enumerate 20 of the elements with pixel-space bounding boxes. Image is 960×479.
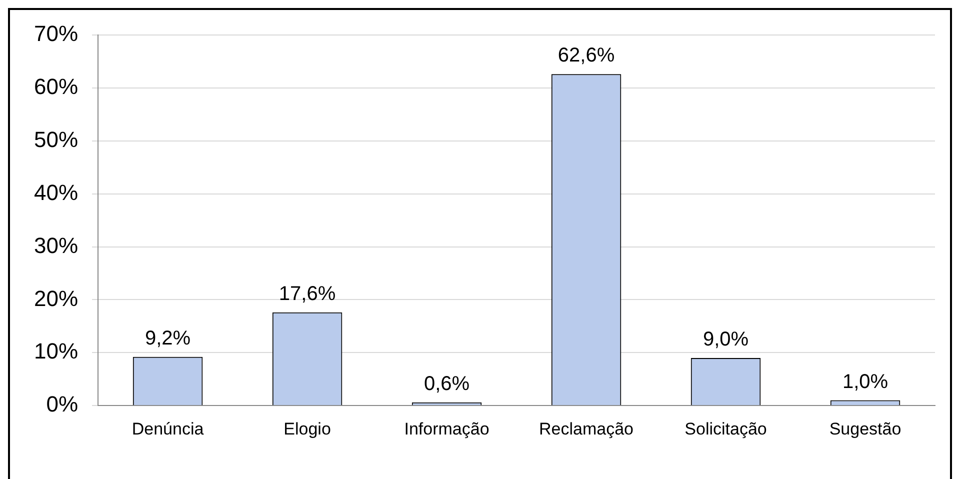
x-tick-label: Denúncia bbox=[132, 419, 204, 438]
y-tick-label: 20% bbox=[34, 286, 78, 311]
y-tick-label: 10% bbox=[34, 338, 78, 364]
x-tick-label: Sugestão bbox=[829, 419, 902, 438]
x-tick-label: Elogio bbox=[284, 419, 331, 438]
data-label: 9,0% bbox=[702, 328, 749, 350]
x-tick-label: Solicitação bbox=[684, 419, 767, 438]
x-tick-label: Reclamação bbox=[539, 419, 634, 438]
y-tick-label: 30% bbox=[34, 232, 78, 258]
y-tick-label: 70% bbox=[34, 21, 78, 46]
y-tick-label: 0% bbox=[46, 392, 78, 417]
data-label: 17,6% bbox=[278, 282, 336, 305]
y-tick-label: 50% bbox=[34, 126, 78, 152]
data-label: 1,0% bbox=[842, 370, 888, 393]
data-label: 9,2% bbox=[144, 327, 191, 350]
data-label: 62,6% bbox=[558, 44, 615, 67]
x-tick-label: Informação bbox=[404, 419, 490, 438]
data-label: 0,6% bbox=[424, 372, 470, 395]
y-tick-label: 60% bbox=[34, 74, 78, 100]
y-tick-label: 40% bbox=[34, 180, 78, 205]
